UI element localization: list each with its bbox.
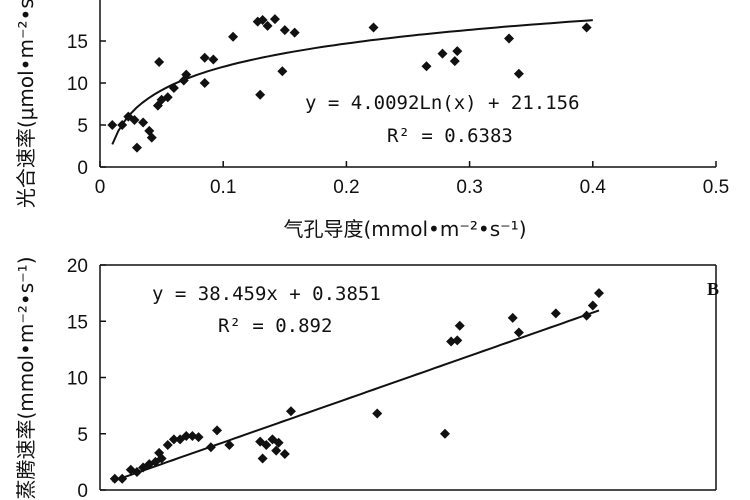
x-tick-label: 0.3 (456, 177, 482, 198)
data-point (513, 68, 524, 79)
data-point (279, 449, 290, 459)
chart-a-r2: R² = 0.6383 (387, 125, 513, 147)
y-tick-label: 5 (77, 425, 88, 446)
data-point (279, 25, 290, 36)
y-tick-label: 5 (77, 116, 88, 137)
data-point (138, 117, 149, 128)
data-point (257, 15, 268, 25)
data-point (452, 335, 463, 346)
data-point (199, 52, 210, 63)
data-point (550, 308, 561, 319)
data-point (131, 467, 142, 477)
data-point (131, 142, 142, 153)
data-point (581, 310, 592, 321)
data-point (513, 327, 524, 338)
chart-b-y-label: 蒸腾速率(mmol•m⁻²•s⁻¹) (14, 256, 38, 499)
data-point (228, 31, 239, 42)
chart-a-points (107, 14, 592, 153)
data-point (107, 120, 118, 130)
chart-b-r2: R² = 0.892 (218, 315, 332, 337)
data-point (587, 300, 598, 311)
data-point (439, 428, 450, 439)
data-point (154, 57, 165, 67)
x-tick-label: 0.1 (210, 177, 236, 198)
data-point (372, 408, 383, 419)
chart-panel-a: 0 5 10 15 0 0.1 0.2 0.3 0.4 0.5 y = 4.0092Ln(x) … (14, 0, 729, 241)
data-point (199, 78, 210, 88)
data-point (181, 431, 192, 441)
data-point (277, 66, 288, 77)
chart-b-points (109, 288, 604, 484)
chart-a-y-ticks: 0 5 10 15 (67, 32, 106, 179)
y-tick-label: 15 (67, 312, 88, 333)
y-tick-label: 20 (67, 256, 88, 277)
data-point (255, 89, 266, 100)
data-point (117, 120, 128, 130)
data-point (368, 22, 379, 33)
chart-b-trendline (111, 309, 600, 483)
data-point (271, 445, 282, 456)
data-point (261, 440, 272, 450)
data-point (581, 22, 592, 33)
data-point (181, 69, 192, 80)
data-point (593, 288, 604, 299)
data-point (168, 83, 179, 94)
data-point (257, 453, 268, 464)
data-point (285, 406, 296, 417)
data-point (162, 440, 173, 450)
x-tick-label: 0 (95, 177, 106, 198)
data-point (269, 14, 280, 25)
data-point (187, 431, 198, 441)
y-tick-label: 0 (77, 481, 88, 500)
chart-a-equation: y = 4.0092Ln(x) + 21.156 (305, 92, 580, 114)
chart-a-x-ticks: 0 0.1 0.2 0.3 0.4 0.5 (95, 161, 729, 198)
data-point (146, 132, 157, 143)
chart-b-panel-label: B (707, 279, 719, 299)
data-point (504, 33, 515, 44)
chart-a-y-label: 光合速率(μmol•m⁻²•s⁻¹) (14, 0, 38, 208)
chart-a-trendline (111, 19, 593, 145)
y-tick-label: 10 (67, 369, 88, 390)
data-point (446, 336, 457, 347)
data-point (117, 473, 128, 484)
data-point (507, 312, 518, 323)
data-point (156, 453, 167, 464)
data-point (273, 437, 284, 448)
data-point (437, 48, 448, 59)
y-tick-label: 10 (67, 74, 88, 95)
data-point (449, 56, 460, 67)
y-tick-label: 0 (77, 158, 88, 179)
data-point (208, 54, 219, 65)
data-point (109, 473, 120, 484)
x-tick-label: 0.2 (333, 177, 359, 198)
x-tick-label: 0.4 (580, 177, 607, 198)
data-point (289, 27, 300, 38)
data-point (193, 432, 204, 443)
y-tick-label: 15 (67, 32, 88, 53)
x-tick-label: 0.5 (703, 177, 729, 198)
data-point (452, 46, 463, 57)
chart-b-y-ticks: 0 5 10 15 20 (67, 256, 106, 500)
data-point (129, 114, 140, 125)
data-point (224, 440, 235, 450)
data-point (262, 20, 273, 31)
data-point (162, 92, 173, 103)
data-point (168, 434, 179, 445)
data-point (205, 442, 216, 453)
chart-b-equation: y = 38.459x + 0.3851 (152, 283, 381, 305)
chart-a-x-label: 气孔导度(mmol•m⁻²•s⁻¹) (283, 217, 526, 241)
data-point (212, 425, 223, 436)
data-point (454, 320, 465, 331)
chart-panel-b: 0 5 10 15 20 y = 38.459x + 0.3851 R² = 0.892… (14, 256, 719, 500)
data-point (421, 61, 432, 72)
